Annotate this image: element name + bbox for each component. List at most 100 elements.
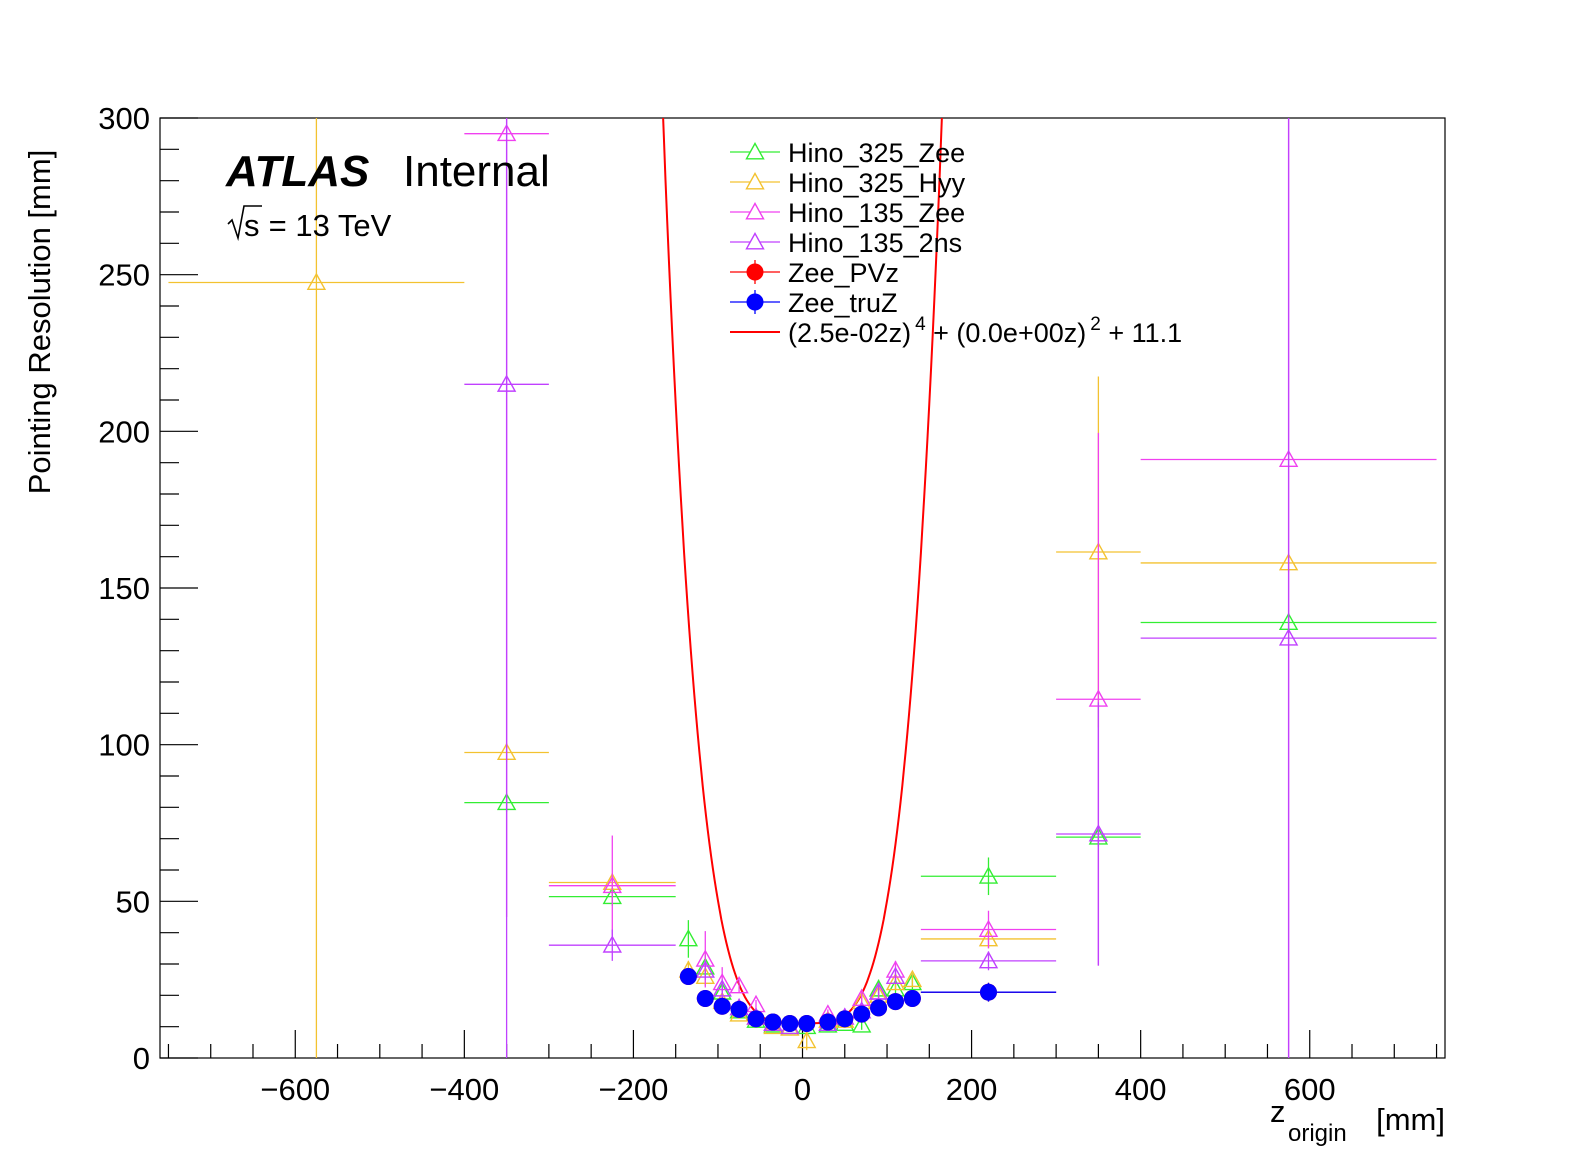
triangle-marker — [868, 982, 889, 1000]
data-point — [696, 989, 714, 1007]
x-axis-title-unit: [mm] — [1376, 1102, 1445, 1137]
x-tick-label: 0 — [794, 1072, 811, 1107]
circle-marker — [798, 1015, 816, 1033]
x-tick-label: −400 — [429, 1072, 499, 1107]
legend-entry: Zee_PVz — [730, 258, 899, 288]
legend-triangle-marker — [745, 142, 765, 160]
y-tick-label: 150 — [98, 571, 150, 606]
circle-marker — [696, 989, 714, 1007]
x-tick-label: 400 — [1115, 1072, 1167, 1107]
data-point — [168, 118, 465, 1058]
y-axis-title: Pointing Resolution [mm] — [22, 150, 57, 495]
series-Hino_135_Zee — [464, 118, 1437, 1058]
legend-triangle-marker — [745, 172, 765, 190]
x-tick-label: −200 — [599, 1072, 669, 1107]
y-tick-label: 300 — [98, 101, 150, 136]
y-tick-label: 0 — [133, 1041, 150, 1076]
triangle-marker — [885, 966, 906, 985]
triangle-marker — [602, 875, 622, 894]
x-axis-title-sub: origin — [1288, 1120, 1347, 1147]
triangle-marker — [851, 1015, 872, 1033]
legend: Hino_325_ZeeHino_325_HyyHino_135_ZeeHino… — [730, 138, 1182, 348]
x-axis-title: z origin [mm] — [1270, 1094, 1445, 1147]
data-point — [902, 969, 923, 988]
circle-marker — [903, 989, 921, 1007]
data-point — [920, 950, 1057, 971]
data-point — [920, 857, 1057, 896]
triangle-marker — [695, 960, 715, 978]
y-tick-label: 200 — [98, 414, 150, 449]
data-point — [747, 1010, 765, 1028]
circle-marker — [747, 1010, 765, 1028]
data-point — [819, 1013, 837, 1031]
y-tick-label: 100 — [98, 728, 150, 763]
legend-entry: Hino_135_Zee — [730, 198, 965, 228]
circle-marker — [730, 1000, 748, 1018]
triangle-marker — [1088, 824, 1109, 842]
sqrt-icon — [227, 205, 262, 242]
triangle-marker — [306, 272, 327, 290]
data-point — [548, 835, 676, 936]
data-point — [764, 1013, 782, 1031]
circle-marker — [764, 1013, 782, 1031]
legend-circle-marker — [746, 263, 764, 281]
data-point — [678, 920, 699, 958]
circle-marker — [979, 983, 997, 1001]
x-tick-label: −600 — [260, 1072, 330, 1107]
data-point — [713, 997, 731, 1015]
legend-entry: Hino_325_Hyy — [730, 168, 966, 198]
data-point — [903, 989, 921, 1007]
circle-marker — [819, 1013, 837, 1031]
legend-circle-marker — [746, 293, 764, 311]
data-point — [1056, 702, 1141, 966]
data-point — [1140, 118, 1437, 1058]
legend-label: Hino_135_2ns — [788, 228, 962, 258]
circle-marker — [870, 999, 888, 1017]
data-point — [920, 982, 1057, 1002]
data-point — [798, 1015, 816, 1033]
series-Hino_135_2ns — [464, 118, 1437, 1058]
energy-label: s = 13 TeV — [227, 205, 392, 243]
data-series — [168, 118, 1437, 1058]
triangle-marker — [602, 935, 622, 953]
triangle-marker — [797, 1030, 817, 1049]
legend-triangle-marker — [745, 232, 765, 250]
legend-label: Hino_325_Zee — [788, 138, 965, 168]
series-Zee_truZ — [679, 968, 1057, 1033]
data-point — [730, 1000, 748, 1018]
data-point — [464, 118, 549, 1058]
internal-label: Internal — [403, 147, 550, 196]
y-tick-label: 50 — [116, 884, 150, 919]
legend-fit-label: (2.5e-02z) 4 + (0.0e+00z) 2 + 11.1 — [788, 314, 1182, 348]
legend-entry: Zee_truZ — [730, 288, 898, 318]
triangle-marker — [712, 979, 732, 997]
axis-ticks — [160, 117, 1438, 1059]
legend-entry-fit: (2.5e-02z) 4 + (0.0e+00z) 2 + 11.1 — [730, 314, 1182, 348]
x-tick-label: 600 — [1284, 1072, 1336, 1107]
circle-marker — [836, 1010, 854, 1028]
data-point — [712, 979, 732, 999]
atlas-label: ATLAS — [225, 147, 369, 196]
legend-entry: Hino_135_2ns — [730, 228, 962, 258]
triangle-marker — [978, 950, 999, 969]
triangle-marker — [885, 972, 906, 991]
data-point — [548, 929, 676, 961]
triangle-marker — [902, 972, 923, 991]
circle-marker — [781, 1015, 799, 1033]
triangle-marker — [1278, 628, 1299, 646]
data-point — [836, 1010, 854, 1028]
data-point — [695, 960, 715, 980]
triangle-marker — [902, 969, 923, 988]
circle-marker — [713, 997, 731, 1015]
data-point — [781, 1015, 799, 1033]
circle-marker — [886, 993, 904, 1011]
data-point — [853, 1005, 871, 1023]
data-point — [797, 1030, 817, 1051]
x-axis-title-main: z — [1270, 1094, 1286, 1129]
data-point — [870, 999, 888, 1017]
axis-tick-labels: −600 −400 −200 0 200 400 600 0 50 100 150 200 250 300 — [98, 101, 1335, 1107]
data-point — [679, 968, 697, 986]
y-tick-label: 250 — [98, 258, 150, 293]
data-point — [868, 982, 889, 1000]
